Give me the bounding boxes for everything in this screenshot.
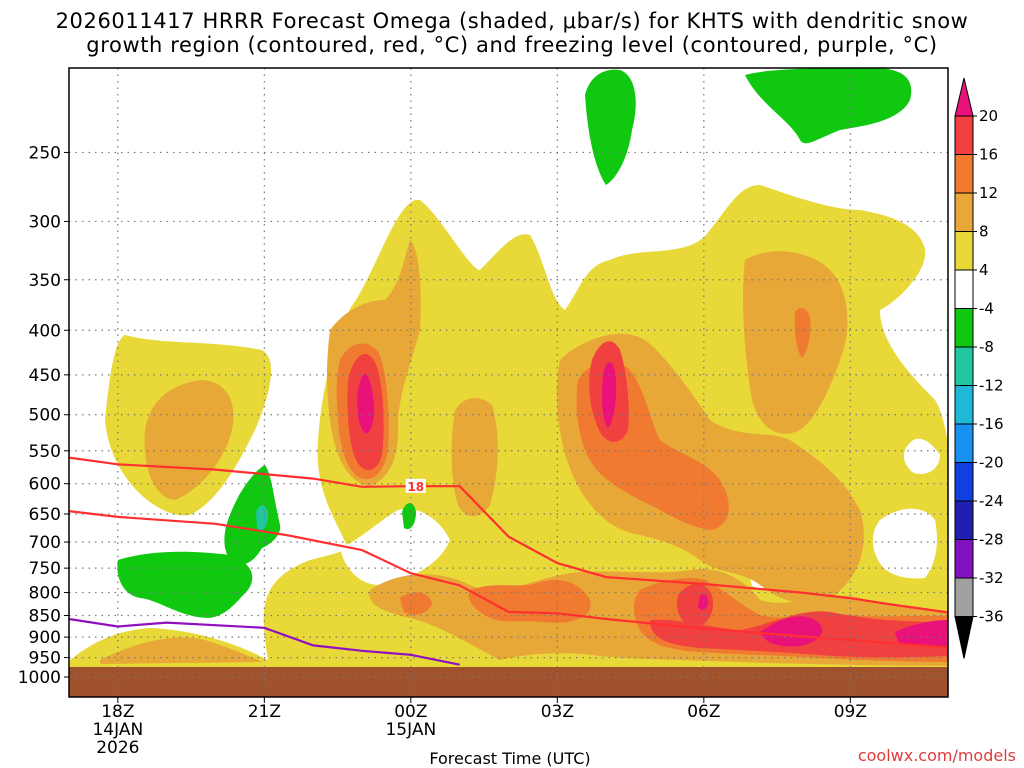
- colorbar-arrow-top: [954, 77, 974, 117]
- x-axis-label: Forecast Time (UTC): [429, 749, 590, 768]
- colorbar-swatch: [954, 192, 974, 232]
- contour-label: 18: [407, 480, 424, 494]
- omega-shade-white: [903, 438, 940, 475]
- chart-title-line1: 2026011417 HRRR Forecast Omega (shaded, …: [55, 9, 969, 33]
- y-tick-label: 750: [29, 559, 61, 579]
- colorbar-label: 8: [979, 223, 989, 241]
- colorbar-label: -36: [979, 608, 1004, 626]
- y-tick-label: 800: [29, 584, 61, 604]
- colorbar-label: 4: [979, 261, 989, 279]
- omega-shade-neg4: [745, 68, 912, 144]
- y-tick-label: 550: [29, 442, 61, 462]
- omega-shade-12: [468, 579, 591, 623]
- colorbar-label: -12: [979, 377, 1004, 395]
- colorbar-label: -4: [979, 300, 994, 318]
- y-tick-label: 300: [29, 212, 61, 232]
- contour-series-line: [68, 456, 949, 614]
- omega-shade-8: [742, 251, 848, 434]
- plot-frame: [68, 67, 949, 698]
- x-tick-label: 2026: [96, 738, 139, 758]
- omega-shade-white: [872, 508, 937, 579]
- y-axis-ticks: 2503003504004505005506006507007508008509…: [18, 143, 69, 688]
- omega-shade-20: [357, 374, 374, 434]
- omega-shade-20: [760, 616, 823, 647]
- y-tick-label: 600: [29, 475, 61, 495]
- y-tick-label: 400: [29, 321, 61, 341]
- omega-shade-12: [400, 592, 432, 615]
- omega-shade-neg4: [402, 503, 416, 530]
- contour-series-line: [68, 617, 460, 666]
- colorbar-swatch: [954, 423, 974, 463]
- chart-grid: [69, 68, 948, 697]
- colorbar-swatch: [954, 577, 974, 617]
- omega-shading: [69, 68, 948, 697]
- omega-shade-20: [601, 362, 617, 428]
- colorbar-swatch: [954, 539, 974, 579]
- colorbar-swatch: [954, 308, 974, 348]
- x-tick-label: 14JAN: [92, 720, 143, 740]
- y-tick-label: 350: [29, 271, 61, 291]
- contour-lines: 18: [68, 456, 949, 666]
- colorbar-label: -24: [979, 492, 1004, 510]
- y-tick-label: 950: [29, 649, 61, 669]
- y-tick-label: 450: [29, 366, 61, 386]
- x-tick-label: 06Z: [687, 702, 720, 722]
- colorbar-label: -8: [979, 338, 994, 356]
- colorbar: 20 16 12 8 4 -4 -8 -12 -16 -20 -24 -28 -32 -36: [954, 77, 1004, 659]
- x-tick-label: 00Z: [394, 702, 427, 722]
- colorbar-label: -32: [979, 569, 1004, 587]
- omega-shade-neg4: [117, 551, 253, 618]
- colorbar-swatch: [954, 462, 974, 502]
- x-tick-label: 15JAN: [385, 720, 436, 740]
- colorbar-swatch: [954, 385, 974, 425]
- contour-series-line: [68, 510, 949, 649]
- colorbar-label: -28: [979, 531, 1004, 549]
- x-tick-label: 09Z: [834, 702, 867, 722]
- colorbar-swatch: [954, 231, 974, 271]
- colorbar-label: 20: [979, 107, 998, 125]
- y-tick-label: 1000: [18, 668, 61, 688]
- colorbar-label: 12: [979, 184, 998, 202]
- colorbar-swatch: [954, 346, 974, 386]
- colorbar-label: -16: [979, 415, 1004, 433]
- colorbar-label: 16: [979, 146, 998, 164]
- credit-text: coolwx.com/models: [857, 746, 1016, 765]
- x-tick-label: 21Z: [248, 702, 281, 722]
- y-tick-label: 250: [29, 143, 61, 163]
- omega-shade-neg8: [256, 505, 268, 531]
- contour-label-bg: [405, 478, 426, 493]
- omega-shade-neg4: [585, 69, 636, 185]
- omega-shade-white: [340, 509, 450, 585]
- y-tick-label: 650: [29, 505, 61, 525]
- y-tick-label: 900: [29, 628, 61, 648]
- omega-shade-20: [895, 620, 948, 647]
- colorbar-label: -20: [979, 454, 1004, 472]
- chart-title-line2: growth region (contoured, red, °C) and f…: [86, 33, 938, 57]
- colorbar-swatch: [954, 500, 974, 540]
- x-tick-label: 03Z: [541, 702, 574, 722]
- y-tick-label: 500: [29, 406, 61, 426]
- y-tick-label: 700: [29, 533, 61, 553]
- ground-surface: [69, 667, 948, 697]
- colorbar-swatch: [954, 269, 974, 309]
- colorbar-swatch: [954, 115, 974, 155]
- omega-shade-8: [451, 398, 498, 517]
- colorbar-arrow-bottom: [954, 616, 974, 659]
- colorbar-swatch: [954, 154, 974, 194]
- x-tick-label: 18Z: [101, 702, 134, 722]
- y-tick-label: 850: [29, 607, 61, 627]
- omega-shade-20: [698, 594, 708, 611]
- omega-shade-12: [794, 308, 811, 358]
